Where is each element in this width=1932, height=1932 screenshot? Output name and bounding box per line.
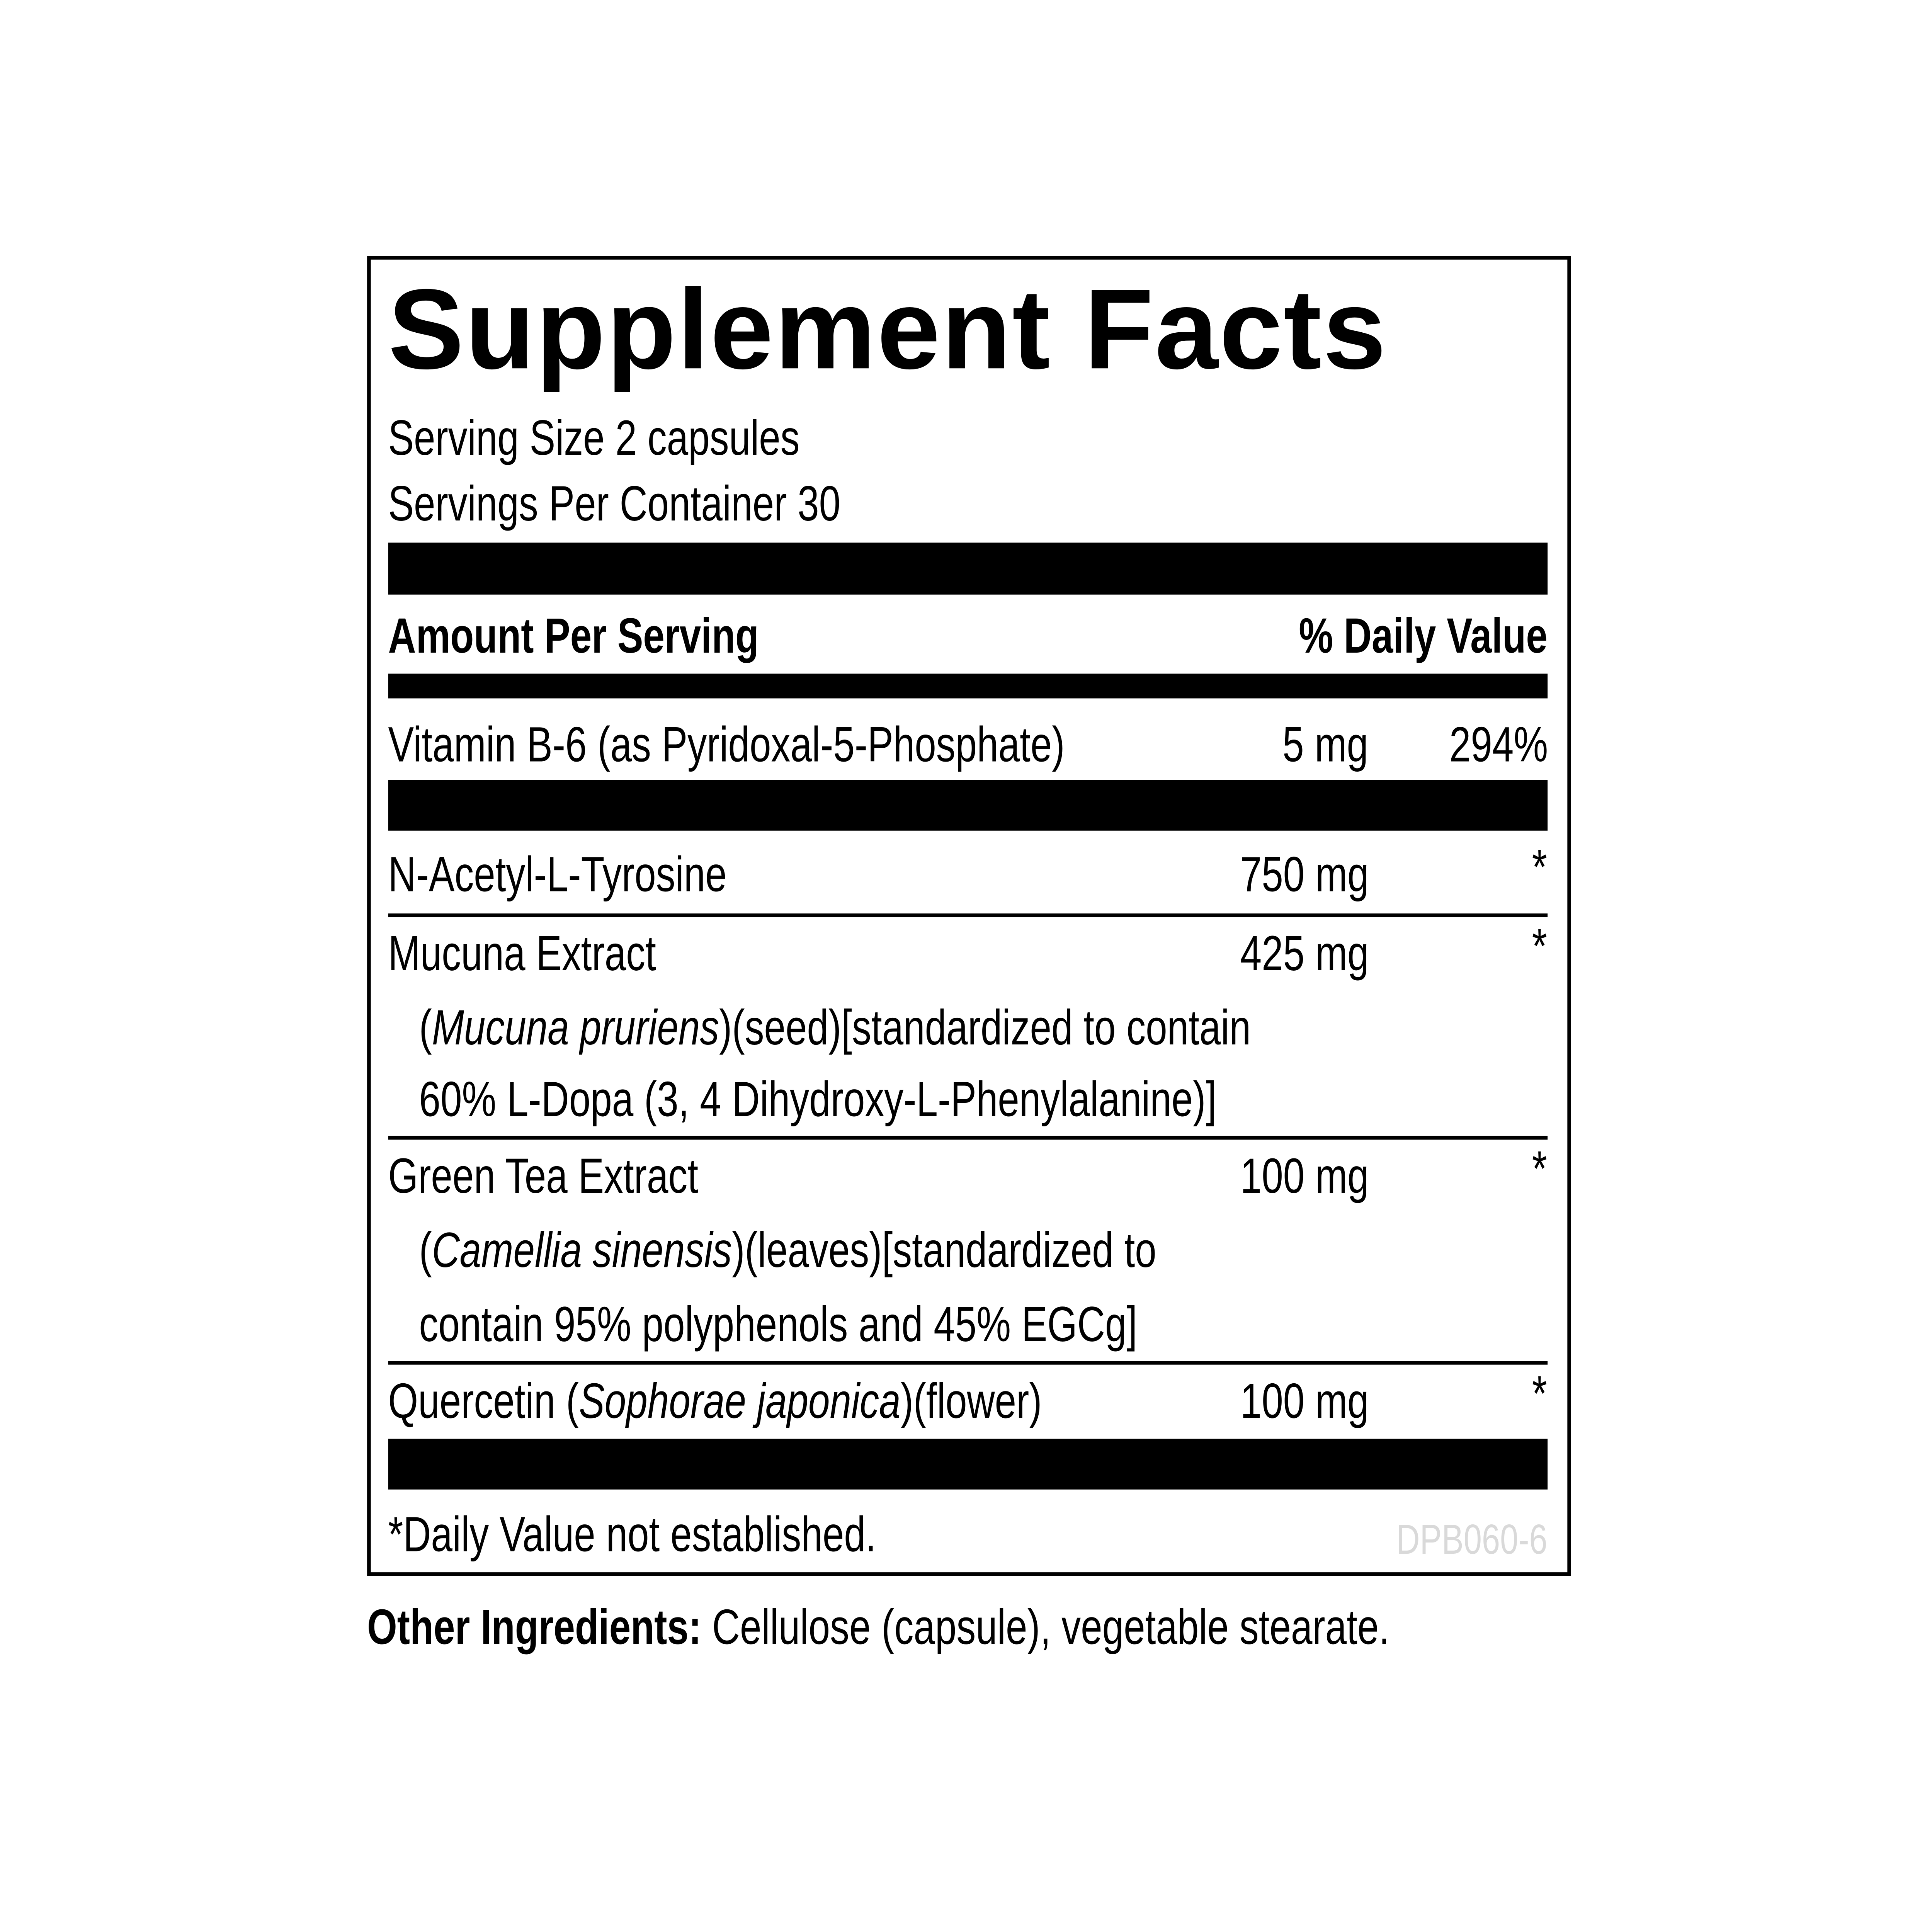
ingredient-dv: *: [1532, 840, 1548, 895]
ingredient-detail: 60% L-Dopa (3, 4 Dihydroxy-L-Phenylalani…: [419, 1073, 1217, 1128]
ingredient-dv: *: [1532, 1367, 1548, 1422]
panel-title: Supplement Facts: [388, 267, 1388, 393]
amount-per-serving-header: Amount Per Serving: [388, 609, 759, 664]
ingredient-name: N-Acetyl-L-Tyrosine: [388, 848, 727, 903]
ingredient-amount: 100 mg: [1240, 1374, 1369, 1429]
thin-divider: [388, 913, 1548, 917]
product-code: DPB060-6: [1396, 1517, 1548, 1564]
other-ingredients: Other Ingredients: Cellulose (capsule), …: [367, 1600, 1390, 1655]
daily-value-header: % Daily Value: [1299, 609, 1548, 664]
ingredient-amount: 750 mg: [1240, 848, 1369, 903]
ingredient-dv: *: [1532, 920, 1548, 974]
ingredient-amount: 425 mg: [1240, 927, 1369, 982]
thick-divider: [388, 543, 1548, 595]
ingredient-dv: *: [1532, 1142, 1548, 1197]
thick-divider: [388, 1439, 1548, 1490]
ingredient-detail: contain 95% polyphenols and 45% EGCg]: [419, 1298, 1138, 1352]
ingredient-name: Green Tea Extract: [388, 1150, 699, 1204]
ingredient-name: Quercetin (Sophorae japonica)(flower): [388, 1374, 1042, 1429]
thick-divider: [388, 780, 1548, 831]
vitamin-b6-dv: 294%: [1449, 718, 1548, 773]
ingredient-detail: (Camellia sinensis)(leaves)[standardized…: [419, 1224, 1156, 1278]
medium-divider: [388, 673, 1548, 699]
thin-divider: [388, 1136, 1548, 1140]
serving-size: Serving Size 2 capsules: [388, 412, 800, 466]
ingredient-amount: 100 mg: [1240, 1150, 1369, 1204]
ingredient-detail: (Mucuna pruriens)(seed)[standardized to …: [419, 1001, 1251, 1056]
thin-divider: [388, 1361, 1548, 1365]
vitamin-b6-amount: 5 mg: [1282, 718, 1369, 773]
vitamin-b6-name: Vitamin B-6 (as Pyridoxal-5-Phosphate): [388, 718, 1065, 773]
footnote: *Daily Value not established.: [388, 1508, 876, 1563]
ingredient-name: Mucuna Extract: [388, 927, 656, 982]
supplement-facts-panel: [367, 256, 1571, 1576]
servings-per-container: Servings Per Container 30: [388, 477, 841, 532]
